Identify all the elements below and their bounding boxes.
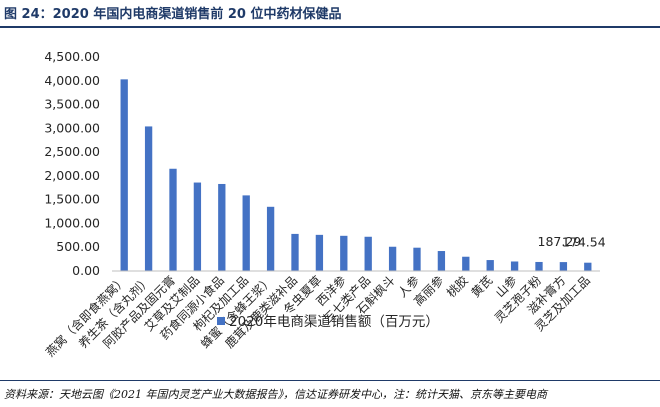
y-tick-label: 1,500.00 bbox=[44, 192, 100, 207]
bar bbox=[462, 256, 470, 271]
bar bbox=[291, 233, 299, 271]
bar bbox=[120, 79, 128, 272]
bar bbox=[364, 236, 372, 271]
y-tick-label: 2,000.00 bbox=[44, 168, 100, 183]
bar bbox=[584, 262, 592, 271]
bar bbox=[315, 234, 324, 271]
bar bbox=[559, 262, 568, 271]
legend-swatch bbox=[217, 317, 225, 325]
y-tick-label: 4,000.00 bbox=[44, 73, 100, 88]
legend-label: 2020年电商渠道销售额（百万元） bbox=[229, 314, 439, 330]
bar bbox=[144, 126, 153, 271]
legend: 2020年电商渠道销售额（百万元） bbox=[217, 314, 439, 330]
footer-divider bbox=[0, 380, 660, 381]
data-label: 174.54 bbox=[562, 235, 606, 250]
y-tick-label: 2,500.00 bbox=[44, 144, 100, 159]
bar-series bbox=[120, 79, 592, 272]
bar bbox=[169, 168, 177, 271]
source-note: 资料来源：天地云图《2021 年国内灵芝产业大数据报告》，信达证券研发中心，注：… bbox=[4, 388, 547, 401]
bar bbox=[437, 251, 446, 271]
bar bbox=[388, 246, 397, 271]
bar bbox=[218, 183, 226, 271]
y-axis: 0.00 500.00 1,000.00 1,500.00 2,000.00 2,500.… bbox=[44, 49, 100, 278]
x-tick-label: 桃胶 bbox=[443, 273, 471, 301]
y-tick-label: 1,000.00 bbox=[44, 215, 100, 230]
bar bbox=[193, 182, 202, 271]
bar bbox=[413, 247, 421, 271]
y-tick-label: 3,500.00 bbox=[44, 97, 100, 112]
figure-title: 图 24：2020 年国内电商渠道销售前 20 位中药材保健品 bbox=[4, 7, 342, 22]
bar bbox=[242, 195, 250, 271]
bar bbox=[535, 261, 543, 271]
y-tick-label: 3,000.00 bbox=[44, 120, 100, 135]
data-label: 187.29 bbox=[538, 234, 582, 249]
bar bbox=[486, 260, 494, 271]
title-divider bbox=[0, 26, 660, 28]
bar bbox=[340, 235, 348, 271]
y-tick-label: 0.00 bbox=[72, 263, 100, 278]
bar bbox=[510, 261, 519, 271]
bar bbox=[266, 206, 275, 271]
y-tick-label: 500.00 bbox=[56, 239, 100, 254]
x-tick-label: 黄芪 bbox=[468, 273, 495, 300]
bar-chart: 0.00 500.00 1,000.00 1,500.00 2,000.00 2,500.… bbox=[42, 49, 606, 359]
y-tick-label: 4,500.00 bbox=[44, 49, 100, 64]
